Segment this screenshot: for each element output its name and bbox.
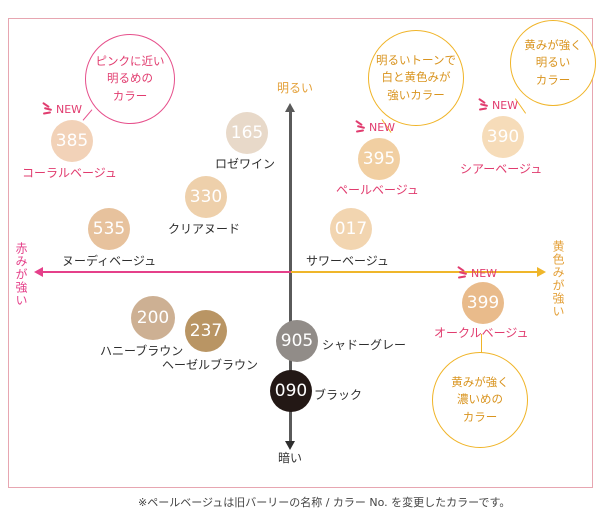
arrow-up-icon [285, 103, 295, 112]
shade-swatch-905: 905 [276, 320, 318, 362]
shade-code: 399 [466, 293, 500, 313]
shade-swatch-535: 535 [88, 208, 130, 250]
shade-code: 905 [280, 331, 314, 351]
axis-label-reddish: 赤みが強い [14, 242, 28, 307]
shade-name: サワーベージュ [306, 254, 389, 268]
sparkle-icon [353, 119, 367, 133]
shade-swatch-090: 090 [270, 370, 312, 412]
shade-swatch-390: 390 [482, 116, 524, 158]
shade-name: ブラック [314, 388, 363, 402]
shade-name: ヌーディベージュ [62, 254, 157, 268]
arrow-down-icon [285, 441, 295, 450]
shade-code: 165 [230, 123, 264, 143]
shade-swatch-330: 330 [185, 176, 227, 218]
callout-gold-bright-gray: 明るいトーンで 白と黄色みが 強いカラー [368, 30, 464, 126]
shade-code: 395 [362, 149, 396, 169]
sparkle-icon [476, 97, 490, 111]
shade-swatch-017: 017 [330, 208, 372, 250]
footnote: ※ペールベージュは旧バーリーの名称 / カラー No. を変更したカラーです。 [138, 496, 511, 509]
arrow-right-icon [537, 267, 546, 277]
brightness-axis [289, 110, 292, 442]
shade-swatch-237: 237 [185, 310, 227, 352]
shade-code: 535 [92, 219, 126, 239]
shade-swatch-385: 385 [51, 120, 93, 162]
shade-swatch-165: 165 [226, 112, 268, 154]
shade-name: ロゼワイン [215, 157, 276, 171]
shade-code: 090 [274, 381, 308, 401]
new-badge-label: NEW [56, 103, 83, 116]
arrow-left-icon [34, 267, 43, 277]
shade-name: シャドーグレー [322, 338, 407, 352]
red-tone-axis [42, 271, 291, 273]
new-badge: NEW [42, 101, 83, 116]
callout-pink-light: ピンクに近い 明るめの カラー [85, 34, 175, 124]
shade-name: ハニーブラウン [100, 344, 184, 358]
shade-code: 330 [189, 187, 223, 207]
chart-frame [8, 18, 593, 488]
yellow-tone-axis [291, 271, 538, 273]
axis-label-dark: 暗い [278, 451, 303, 465]
shade-name: ヘーゼルブラウン [162, 358, 259, 372]
callout-tail [481, 334, 482, 353]
shade-code: 237 [189, 321, 223, 341]
new-badge-label: NEW [492, 99, 519, 112]
shade-code: 385 [55, 131, 89, 151]
shade-name: シアーベージュ [460, 162, 543, 176]
shade-swatch-200: 200 [131, 296, 175, 340]
callout-gold-bright: 黄みが強く 明るい カラー [510, 20, 596, 106]
shade-swatch-399: 399 [462, 282, 504, 324]
shade-name: ペールベージュ [336, 183, 419, 197]
sparkle-icon [455, 265, 469, 279]
new-badge-label: NEW [471, 267, 498, 280]
axis-label-yellowish: 黄色みが強い [551, 240, 565, 318]
shade-name: オークルベージュ [434, 326, 529, 340]
axis-label-bright: 明るい [277, 81, 314, 95]
shade-code: 017 [334, 219, 368, 239]
new-badge: NEW [355, 119, 396, 134]
new-badge: NEW [457, 265, 498, 280]
sparkle-icon [40, 101, 54, 115]
callout-gold-dark: 黄みが強く 濃いめの カラー [432, 352, 528, 448]
new-badge: NEW [478, 97, 519, 112]
shade-code: 200 [136, 308, 170, 328]
new-badge-label: NEW [369, 121, 396, 134]
shade-name: クリアヌード [168, 222, 241, 236]
shade-code: 390 [486, 127, 520, 147]
shade-name: コーラルベージュ [22, 166, 117, 180]
shade-swatch-395: 395 [358, 138, 400, 180]
